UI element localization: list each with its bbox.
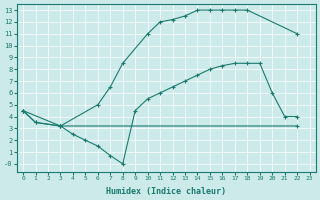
X-axis label: Humidex (Indice chaleur): Humidex (Indice chaleur) bbox=[106, 187, 226, 196]
